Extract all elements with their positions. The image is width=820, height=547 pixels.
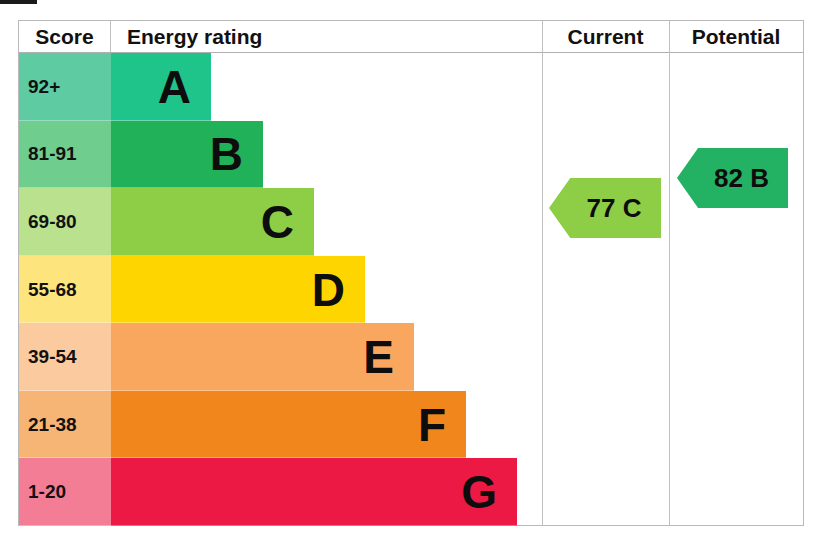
- rating-bands: 92+ A 81-91 B 69-80 C 55-68 D 39-54 E 21…: [19, 53, 542, 526]
- score-column-header: Score: [19, 21, 111, 52]
- epc-table: Score Energy rating Current Potential 92…: [18, 20, 804, 526]
- rating-bar-f: F: [111, 391, 466, 459]
- top-left-border-artifact: [0, 0, 37, 4]
- band-row-e: 39-54 E: [19, 323, 542, 391]
- band-row-b: 81-91 B: [19, 121, 542, 189]
- rating-bar-a: A: [111, 53, 211, 121]
- rating-bar-c: C: [111, 188, 314, 256]
- rating-bar-g: G: [111, 458, 517, 526]
- band-row-f: 21-38 F: [19, 391, 542, 459]
- rating-bar-b: B: [111, 121, 263, 189]
- score-range-e: 39-54: [19, 323, 111, 391]
- band-row-a: 92+ A: [19, 53, 542, 121]
- epc-energy-rating-chart: Score Energy rating Current Potential 92…: [0, 0, 820, 547]
- score-range-a: 92+: [19, 53, 111, 121]
- band-row-c: 69-80 C: [19, 188, 542, 256]
- current-rating-arrow: 77 C: [549, 178, 661, 238]
- rating-bar-e: E: [111, 323, 414, 391]
- energy-rating-column-header: Energy rating: [112, 21, 542, 52]
- score-range-f: 21-38: [19, 391, 111, 459]
- potential-rating-arrow: 82 B: [677, 148, 788, 208]
- current-column-header: Current: [542, 21, 669, 52]
- score-range-d: 55-68: [19, 256, 111, 324]
- rating-bar-d: D: [111, 256, 365, 324]
- score-range-g: 1-20: [19, 458, 111, 526]
- band-row-g: 1-20 G: [19, 458, 542, 526]
- current-column-divider: [542, 21, 543, 525]
- potential-column-header: Potential: [669, 21, 803, 52]
- band-row-d: 55-68 D: [19, 256, 542, 324]
- score-range-b: 81-91: [19, 121, 111, 189]
- potential-column-divider: [669, 21, 670, 525]
- score-range-c: 69-80: [19, 188, 111, 256]
- table-header-row: Score Energy rating Current Potential: [19, 21, 803, 53]
